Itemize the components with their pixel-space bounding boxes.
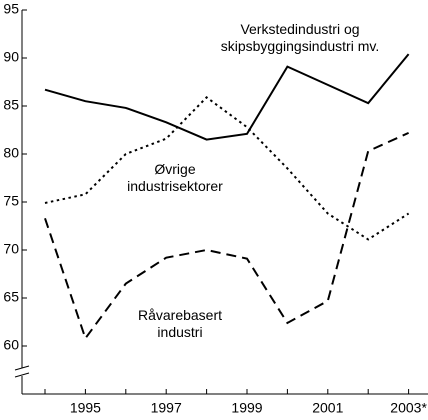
- axis-break-gap: [16, 368, 28, 376]
- y-tick-label: 60: [3, 337, 19, 353]
- y-tick-label: 85: [3, 97, 19, 113]
- y-tick-label: 80: [3, 145, 19, 161]
- y-tick-label: 95: [3, 1, 19, 17]
- series-line: [44, 53, 410, 141]
- axis-break: [14, 365, 30, 371]
- x-tick-label: 1995: [70, 400, 101, 416]
- series-label: Verkstedindustri og skipsbyggingsindustri…: [221, 21, 379, 54]
- series-label: Øvrige industrisektorer: [127, 161, 223, 194]
- x-tick-label: 2001: [312, 400, 343, 416]
- series-line: [44, 96, 410, 241]
- series-label: Råvarebasert industri: [138, 307, 222, 340]
- x-tick-label: 2003*: [390, 400, 427, 416]
- y-tick-label: 65: [3, 289, 19, 305]
- x-tick-label: 1999: [231, 400, 262, 416]
- y-tick-label: 70: [3, 241, 19, 257]
- y-tick-label: 90: [3, 49, 19, 65]
- x-tick-label: 1997: [151, 400, 182, 416]
- axis-break: [14, 372, 30, 378]
- series-line: [44, 131, 410, 341]
- y-tick-label: 75: [3, 193, 19, 209]
